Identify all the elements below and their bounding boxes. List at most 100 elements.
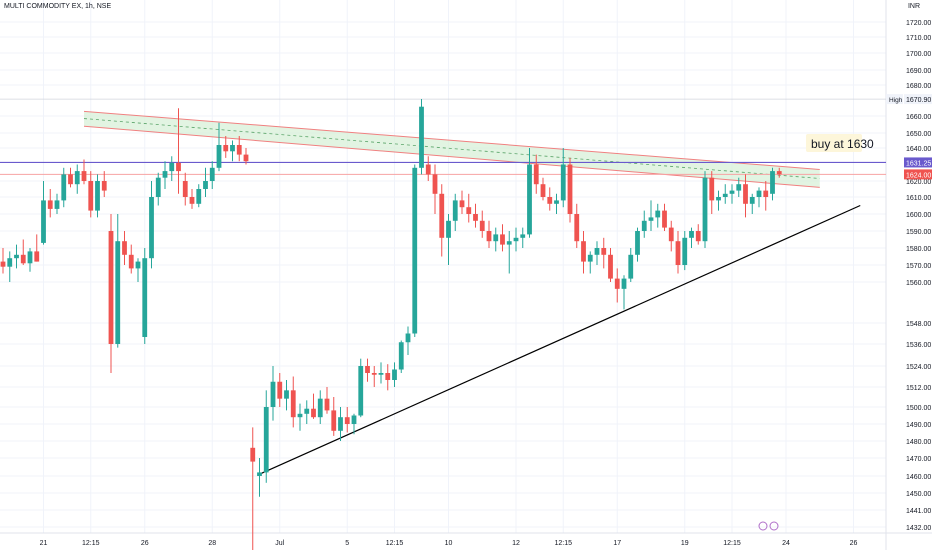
price-tick-label: 1600.00 xyxy=(906,212,931,219)
candle-body xyxy=(608,254,613,279)
price-tick-label: 1441.00 xyxy=(906,508,931,515)
price-tick-label: 1570.00 xyxy=(906,263,931,270)
time-tick-label: 24 xyxy=(782,540,790,547)
interval-label[interactable]: 1h xyxy=(85,3,93,10)
candle-body xyxy=(41,200,46,243)
annotation-text: buy at 1630 xyxy=(811,137,874,151)
candle-body xyxy=(311,408,316,418)
candle-body xyxy=(189,197,195,204)
candle-body xyxy=(743,184,748,204)
candle-body xyxy=(655,210,661,218)
price-tick-label: 1450.00 xyxy=(906,491,931,498)
candle-body xyxy=(7,258,13,267)
header-separator: , xyxy=(92,3,97,10)
candle-body xyxy=(115,241,121,344)
candle-body xyxy=(270,381,276,407)
candle-body xyxy=(81,171,87,181)
price-tick-label: 1650.00 xyxy=(906,131,931,138)
price-tick-label: 1620.00 xyxy=(906,179,931,186)
candle-body xyxy=(716,197,721,201)
candle-body xyxy=(317,398,323,418)
candle-body xyxy=(466,207,472,214)
candle-body xyxy=(628,254,634,279)
price-tick-label: 1500.00 xyxy=(906,405,931,412)
price-tick-label: 1548.00 xyxy=(906,321,931,328)
candle-body xyxy=(635,231,640,255)
candle-body xyxy=(344,417,350,424)
candle-body xyxy=(95,181,100,211)
candle-body xyxy=(662,210,667,228)
candle-body xyxy=(331,410,337,431)
last-price-line-badge xyxy=(904,169,932,180)
candle-body xyxy=(20,254,26,264)
candle-body xyxy=(378,373,384,375)
candle-body xyxy=(365,366,370,373)
resistance-channel-fill xyxy=(84,111,820,188)
candle-body xyxy=(425,164,431,175)
candle-body xyxy=(419,106,424,168)
candle-body xyxy=(493,234,499,242)
candle-body xyxy=(128,254,134,269)
candle-body xyxy=(68,174,73,185)
currency-label: INR xyxy=(907,3,920,10)
candle-body xyxy=(763,190,769,197)
price-tick-label: 1610.00 xyxy=(906,195,931,202)
candle-body xyxy=(371,373,377,375)
candle-body xyxy=(358,366,364,416)
candle-body xyxy=(149,197,154,259)
candle-body xyxy=(479,220,485,231)
symbol-name[interactable]: MULTI COMMODITY EX xyxy=(4,3,82,10)
candle-body xyxy=(176,162,181,172)
time-tick-label: 5 xyxy=(345,540,349,547)
candle-body xyxy=(88,181,94,211)
event-marker-icon[interactable] xyxy=(769,521,779,531)
time-tick-label: 12:15 xyxy=(82,540,100,547)
price-tick-label: 1700.00 xyxy=(906,51,931,58)
candle-body xyxy=(412,167,418,334)
price-tick-label: 1524.00 xyxy=(906,364,931,371)
candle-body xyxy=(729,190,735,194)
time-tick-label: 28 xyxy=(208,540,216,547)
price-tick-label: 1480.00 xyxy=(906,439,931,446)
candle-body xyxy=(209,167,215,181)
candle-body xyxy=(122,241,127,255)
candle-body xyxy=(540,184,546,197)
candle-body xyxy=(0,261,6,267)
price-tick-label: 1536.00 xyxy=(906,342,931,349)
candle-body xyxy=(101,181,107,191)
high-label-badge xyxy=(886,94,903,105)
time-tick-label: 19 xyxy=(681,540,689,547)
candle-body xyxy=(284,390,289,399)
candle-body xyxy=(54,200,60,209)
candle-body xyxy=(196,189,202,204)
candle-body xyxy=(338,417,343,431)
candle-body xyxy=(236,145,242,155)
price-tick-label: 1490.00 xyxy=(906,422,931,429)
candle-body xyxy=(203,181,208,189)
support-trendline xyxy=(259,204,861,475)
event-marker-icon[interactable] xyxy=(758,521,768,531)
price-tick-label: 1580.00 xyxy=(906,246,931,253)
candle-body xyxy=(473,214,478,221)
candle-body xyxy=(257,472,262,476)
candle-body xyxy=(621,278,627,289)
candle-body xyxy=(770,171,775,194)
candle-body xyxy=(668,227,674,242)
candle-body xyxy=(689,231,694,238)
price-tick-label: 1640.00 xyxy=(906,146,931,153)
time-tick-label: 12:15 xyxy=(554,540,572,547)
high-label-text: High xyxy=(889,97,903,104)
chart-header: MULTI COMMODITY EX, 1h, NSE xyxy=(4,3,111,10)
time-tick-label: 26 xyxy=(141,540,149,547)
candle-body xyxy=(351,415,357,424)
candle-body xyxy=(297,413,303,418)
candle-body xyxy=(277,381,283,399)
candle-body xyxy=(385,373,391,380)
candle-body xyxy=(614,278,620,289)
candle-body xyxy=(533,164,539,185)
channel-upper-line xyxy=(83,110,820,170)
candle-body xyxy=(169,162,175,172)
candle-body xyxy=(135,261,141,269)
